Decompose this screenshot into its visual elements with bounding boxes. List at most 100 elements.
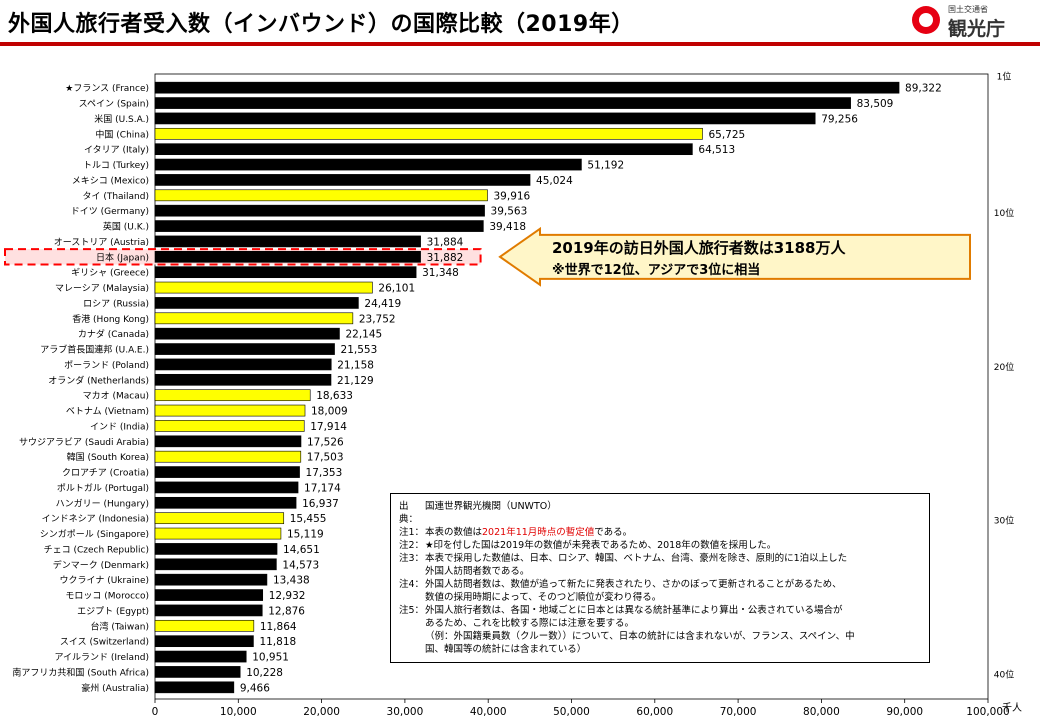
bar [154, 666, 241, 678]
category-label: インドネシア (Indonesia) [42, 514, 149, 525]
rising-sun-logo-icon [912, 6, 940, 34]
value-label: 15,119 [287, 529, 324, 541]
note-5-line3: （例：外国籍乗員数（クルー数））について、日本の統計には含まれないが、フランス、… [425, 631, 855, 642]
x-unit-label: 千人 [1002, 702, 1022, 714]
value-label: 89,322 [905, 83, 942, 95]
x-tick-label: 80,000 [803, 706, 840, 718]
value-label: 18,009 [311, 406, 348, 418]
category-label: ドイツ (Germany) [71, 207, 149, 217]
note-source-label: 出典： [399, 501, 419, 525]
category-label: 香港 (Hong Kong) [72, 313, 149, 325]
value-label: 17,526 [307, 436, 344, 448]
x-tick-label: 70,000 [720, 706, 757, 718]
value-label: 17,353 [306, 467, 343, 479]
bar [154, 127, 703, 140]
note-4-line1: 外国人訪問者数は、数値が追って新たに発表されたり、さかのぼって更新されることがあ… [425, 579, 842, 590]
category-label: オーストリア (Austria) [54, 237, 149, 248]
logo-agency-text: 観光庁 [948, 18, 1006, 40]
category-label: タイ (Thailand) [82, 191, 149, 202]
category-label: チェコ (Czech Republic) [44, 544, 149, 555]
value-label: 21,129 [337, 375, 374, 387]
note-1-label: 注1： [399, 527, 425, 538]
bar [154, 281, 373, 294]
category-label: インド (India) [90, 422, 149, 432]
category-label: メキシコ (Mexico) [72, 176, 149, 186]
value-label: 9,466 [240, 682, 270, 694]
note-1-body: 本表の数値は2021年11月時点の暫定値である。 [425, 526, 632, 539]
bar [154, 481, 299, 494]
value-label: 45,024 [536, 175, 573, 187]
bar [154, 204, 485, 217]
value-label: 64,513 [698, 144, 735, 156]
bar [154, 466, 300, 478]
category-label: 南アフリカ共和国 (South Africa) [12, 666, 149, 678]
note-5: 注5： 外国人旅行者数は、各国・地域ごとに日本とは異なる統計基準により算出・公表… [399, 604, 921, 656]
bar [154, 619, 255, 632]
value-label: 83,509 [857, 98, 894, 110]
value-label: 21,553 [341, 344, 378, 356]
bar [154, 543, 278, 555]
callout-line2: ※世界で12位、アジアで3位に相当 [552, 262, 760, 278]
value-label: 21,158 [337, 359, 374, 371]
value-label: 14,573 [282, 559, 319, 571]
value-label: 12,876 [268, 605, 305, 617]
bar [154, 112, 816, 125]
x-tick-label: 100,000 [966, 706, 1009, 718]
note-4-line2: 数値の採用時期によって、そのつど順位が変わり得る。 [425, 592, 662, 603]
value-label: 79,256 [821, 113, 858, 125]
category-label: アラブ首長国連邦 (U.A.E.) [40, 344, 149, 356]
value-label: 31,884 [427, 236, 464, 248]
value-label: 31,882 [427, 252, 464, 264]
bar [154, 97, 851, 109]
note-4: 注4： 外国人訪問者数は、数値が追って新たに発表されたり、さかのぼって更新される… [399, 578, 921, 604]
rank-label: 20位 [994, 361, 1014, 373]
value-label: 31,348 [422, 267, 459, 279]
jta-logo: 国土交通省 観光庁 [912, 4, 1032, 40]
bar [154, 420, 305, 432]
note-source: 出典： 国連世界観光機関（UNWTO） [399, 500, 921, 526]
note-2: 注2： ★印を付した国は2019年の数値が未発表であるため、2018年の数値を採… [399, 539, 921, 552]
rank-label: 1位 [997, 71, 1012, 83]
note-4-label: 注4： [399, 579, 425, 590]
value-label: 16,937 [302, 498, 339, 510]
x-tick-label: 50,000 [553, 706, 590, 718]
value-label: 39,563 [491, 206, 528, 218]
note-5-line4: 国、韓国等の統計には含まれている） [425, 644, 587, 655]
category-label: マカオ (Macau) [83, 391, 149, 402]
category-label: スペイン (Spain) [79, 100, 149, 110]
bar [154, 635, 254, 648]
category-label: カナダ (Canada) [78, 328, 149, 340]
category-label: ポルトガル (Portugal) [57, 483, 149, 494]
note-5-line1: 外国人旅行者数は、各国・地域ごとに日本とは異なる統計基準により算出・公表されてい… [425, 605, 843, 616]
bar [154, 650, 247, 663]
rank-label: 30位 [994, 515, 1014, 527]
x-tick-label: 60,000 [636, 706, 673, 718]
value-label: 14,651 [283, 544, 320, 556]
value-label: 39,418 [489, 221, 526, 233]
category-label: イタリア (Italy) [84, 145, 149, 156]
bar [154, 158, 582, 171]
x-tick-label: 20,000 [303, 706, 340, 718]
value-label: 17,174 [304, 482, 341, 494]
note-5-label: 注5： [399, 605, 425, 616]
bar [154, 189, 488, 202]
value-label: 13,438 [273, 575, 310, 587]
bar [154, 297, 359, 309]
bar [154, 312, 354, 325]
bar [154, 174, 531, 186]
category-label: 台湾 (Taiwan) [91, 620, 150, 632]
bar [154, 450, 302, 463]
x-tick-label: 0 [152, 706, 159, 718]
value-label: 10,228 [246, 667, 283, 679]
value-label: 65,725 [708, 129, 745, 141]
note-4-body: 外国人訪問者数は、数値が追って新たに発表されたり、さかのぼって更新されることがあ… [425, 578, 842, 604]
category-label: アイルランド (Ireland) [54, 652, 149, 663]
value-label: 39,916 [494, 190, 531, 202]
value-label: 26,101 [378, 283, 415, 295]
category-label: ハンガリー (Hungary) [56, 498, 149, 509]
value-label: 51,192 [587, 160, 624, 172]
value-label: 22,145 [345, 329, 382, 341]
note-3-line1: 本表で採用した数値は、日本、ロシア、韓国、ベトナム、台湾、豪州を除き、原則的に1… [425, 553, 848, 564]
value-label: 10,951 [252, 652, 289, 664]
